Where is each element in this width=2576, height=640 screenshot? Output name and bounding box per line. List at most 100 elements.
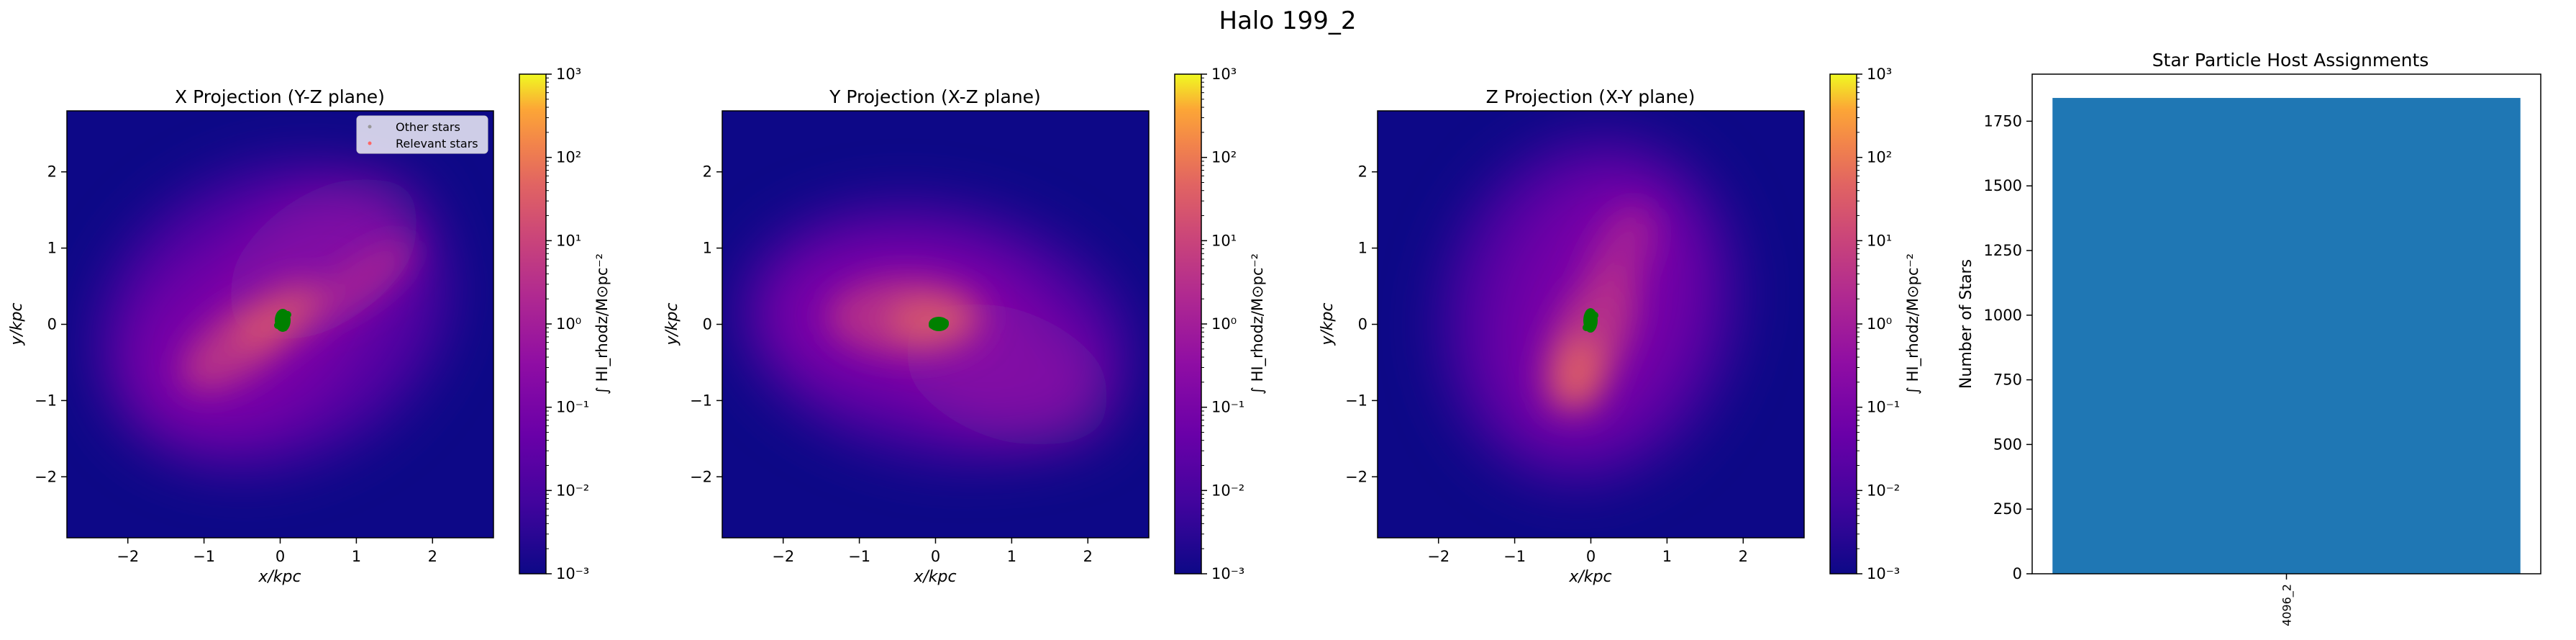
y-tick-label: 1000 xyxy=(1984,307,2022,324)
colorbar-tick-label: 10⁻² xyxy=(1867,482,1900,499)
y-tick-label: −2 xyxy=(1345,468,1367,485)
relevant-stars-cluster xyxy=(1583,308,1598,333)
y-tick-label: −1 xyxy=(35,392,57,409)
legend: Other stars Relevant stars xyxy=(356,115,488,154)
colorbar-tick-label: 10⁻³ xyxy=(1867,565,1900,582)
x-axis-label: x/kpc xyxy=(258,568,301,586)
panel-title: X Projection (Y-Z plane) xyxy=(175,86,385,107)
y-tick-label: 1 xyxy=(1358,240,1367,257)
y-tick-label: 1 xyxy=(47,240,57,257)
colorbar-label: ∫ HI_rhodz/M⊙pc⁻² xyxy=(1249,253,1267,395)
y-tick-label: −1 xyxy=(690,392,712,409)
y-tick-label: 0 xyxy=(47,316,57,333)
bar xyxy=(2052,98,2521,574)
colorbars: 10⁻³ 10⁻² 10⁻¹ 10⁰ 10¹ 10² 10³ ∫ HI_rhodz/M⊙pc⁻… xyxy=(519,66,1922,582)
y-tick-label: 0 xyxy=(703,316,712,333)
colorbar-tick-label: 10¹ xyxy=(1867,232,1892,249)
colorbar-tick-label: 10⁰ xyxy=(556,315,581,333)
colorbar-tick-label: 10⁰ xyxy=(1211,315,1237,333)
y-tick-label: 1750 xyxy=(1984,112,2022,130)
x-tick-label: 1 xyxy=(1662,548,1672,565)
colorbar: 10⁻³ 10⁻² 10⁻¹ 10⁰ 10¹ 10² 10³ ∫ HI_rhodz/M⊙pc⁻… xyxy=(1174,66,1267,582)
y-tick-label: 0 xyxy=(1358,316,1367,333)
y-axis-ticks: −2 −1 0 1 2 xyxy=(690,163,722,485)
x-tick-label: −1 xyxy=(193,548,215,565)
x-tick-label: 0 xyxy=(1586,548,1596,565)
x-tick-label: −2 xyxy=(1427,548,1449,565)
x-axis-ticks: −2 −1 0 1 2 xyxy=(1427,538,1748,565)
y-axis-label: Number of Stars xyxy=(1957,259,1975,389)
x-axis-ticks: −2 −1 0 1 2 xyxy=(117,538,437,565)
colorbar-tick-label: 10⁻³ xyxy=(556,565,589,582)
y-tick-label: 2 xyxy=(47,163,57,181)
y-tick-label: 750 xyxy=(1993,371,2022,389)
y-tick-label: 500 xyxy=(1993,436,2022,453)
x-tick-label: 0 xyxy=(931,548,940,565)
x-tick-label: 2 xyxy=(428,548,437,565)
x-tick-label: 4096_2 xyxy=(2280,584,2295,626)
colorbar: 10⁻³ 10⁻² 10⁻¹ 10⁰ 10¹ 10² 10³ ∫ HI_rhodz/M⊙pc⁻… xyxy=(1829,66,1922,582)
y-tick-label: −2 xyxy=(35,468,57,485)
y-tick-label: 250 xyxy=(1993,500,2022,518)
bar-chart-title: Star Particle Host Assignments xyxy=(2152,50,2429,71)
x-tick-label: 1 xyxy=(352,548,361,565)
colorbar-tick-label: 10³ xyxy=(1867,66,1892,83)
colorbar-tick-label: 10⁻¹ xyxy=(556,399,589,416)
colorbar-gradient xyxy=(1174,73,1202,574)
bar-layer xyxy=(2052,98,2521,574)
colorbar-tick-label: 10² xyxy=(556,149,581,166)
other-stars-marker xyxy=(368,125,372,129)
y-tick-label: 0 xyxy=(2013,565,2022,582)
colorbar-gradient xyxy=(1829,73,1857,574)
panel-z-projection: Z Projection (X-Y plane) −2 −1 0 1 2 −2 −1 0 1 2… xyxy=(1319,86,1805,586)
panel-title: Y Projection (X-Z plane) xyxy=(829,86,1041,107)
colorbar-tick-label: 10¹ xyxy=(556,232,581,249)
colorbar-tick-label: 10⁻² xyxy=(556,482,589,499)
colorbar-label: ∫ HI_rhodz/M⊙pc⁻² xyxy=(1904,253,1922,395)
y-axis-ticks: −2 −1 0 1 2 xyxy=(35,163,67,485)
figure-suptitle: Halo 199_2 xyxy=(1219,6,1357,35)
x-axis-ticks: 4096_2 xyxy=(2280,574,2295,626)
legend-relevant-stars: Relevant stars xyxy=(396,137,478,150)
panel-x-projection: X Projection (Y-Z plane) xyxy=(8,86,494,586)
y-tick-label: 2 xyxy=(703,163,712,181)
colorbar-tick-label: 10⁻³ xyxy=(1211,565,1244,582)
colorbar-tick-label: 10³ xyxy=(1211,66,1237,83)
colorbar: 10⁻³ 10⁻² 10⁻¹ 10⁰ 10¹ 10² 10³ ∫ HI_rhodz/M⊙pc⁻… xyxy=(519,66,611,582)
y-axis-label: y/kpc xyxy=(1319,302,1337,346)
relevant-stars-cluster xyxy=(274,309,291,332)
y-tick-label: 2 xyxy=(1358,163,1367,181)
relevant-stars-cluster xyxy=(929,317,949,331)
y-tick-label: 1500 xyxy=(1984,177,2022,194)
relevant-stars-marker xyxy=(368,141,372,145)
x-tick-label: −1 xyxy=(848,548,870,565)
y-axis-ticks: 0 250 500 750 1000 1250 1500 1750 xyxy=(1984,112,2032,582)
panel-title: Z Projection (X-Y plane) xyxy=(1486,86,1696,107)
y-tick-label: −2 xyxy=(690,468,712,485)
colorbar-tick-label: 10⁰ xyxy=(1867,315,1892,333)
x-tick-label: 2 xyxy=(1739,548,1748,565)
x-tick-label: −1 xyxy=(1503,548,1526,565)
y-axis-ticks: −2 −1 0 1 2 xyxy=(1345,163,1378,485)
y-axis-label: y/kpc xyxy=(663,302,681,346)
density-map xyxy=(1378,111,1804,538)
y-tick-label: −1 xyxy=(1345,392,1367,409)
colorbar-tick-label: 10² xyxy=(1211,149,1237,166)
colorbar-gradient xyxy=(519,73,547,574)
x-tick-label: 2 xyxy=(1083,548,1093,565)
colorbar-tick-label: 10² xyxy=(1867,149,1892,166)
x-axis-label: x/kpc xyxy=(913,568,956,586)
colorbar-tick-label: 10¹ xyxy=(1211,232,1237,249)
x-axis-label: x/kpc xyxy=(1568,568,1611,586)
colorbar-tick-label: 10⁻² xyxy=(1211,482,1244,499)
y-tick-label: 1250 xyxy=(1984,242,2022,259)
density-map xyxy=(67,111,493,538)
colorbar-tick-label: 10⁻¹ xyxy=(1867,399,1900,416)
x-axis-ticks: −2 −1 0 1 2 xyxy=(772,538,1093,565)
legend-other-stars: Other stars xyxy=(396,120,460,134)
x-tick-label: 0 xyxy=(276,548,285,565)
x-tick-label: 1 xyxy=(1007,548,1016,565)
colorbar-label: ∫ HI_rhodz/M⊙pc⁻² xyxy=(593,253,611,395)
colorbar-tick-label: 10³ xyxy=(556,66,581,83)
